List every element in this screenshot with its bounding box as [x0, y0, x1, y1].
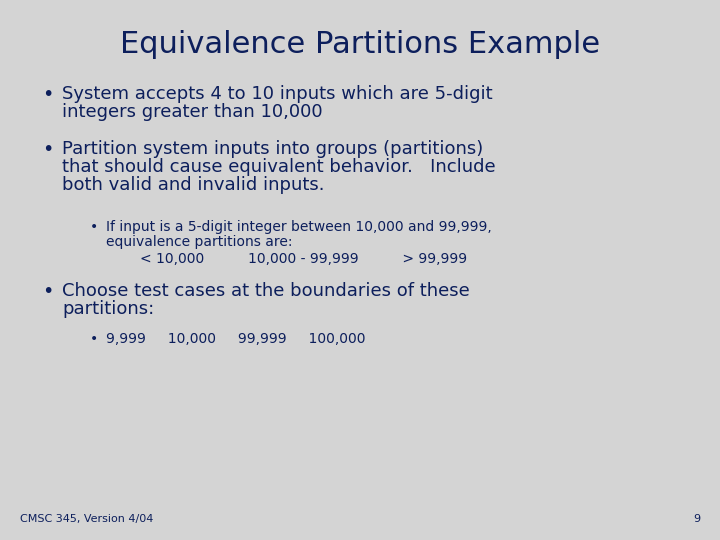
Text: 9,999     10,000     99,999     100,000: 9,999 10,000 99,999 100,000 — [106, 332, 366, 346]
Text: both valid and invalid inputs.: both valid and invalid inputs. — [62, 176, 325, 194]
Text: Choose test cases at the boundaries of these: Choose test cases at the boundaries of t… — [62, 282, 469, 300]
Text: 9: 9 — [693, 514, 700, 524]
Text: •: • — [42, 85, 53, 104]
Text: that should cause equivalent behavior.   Include: that should cause equivalent behavior. I… — [62, 158, 495, 176]
Text: •: • — [42, 282, 53, 301]
Text: If input is a 5-digit integer between 10,000 and 99,999,: If input is a 5-digit integer between 10… — [106, 220, 492, 234]
Text: •: • — [42, 140, 53, 159]
Text: CMSC 345, Version 4/04: CMSC 345, Version 4/04 — [20, 514, 153, 524]
Text: equivalence partitions are:: equivalence partitions are: — [106, 235, 292, 249]
Text: System accepts 4 to 10 inputs which are 5-digit: System accepts 4 to 10 inputs which are … — [62, 85, 492, 103]
Text: Equivalence Partitions Example: Equivalence Partitions Example — [120, 30, 600, 59]
Text: integers greater than 10,000: integers greater than 10,000 — [62, 103, 323, 121]
Text: •: • — [90, 332, 98, 346]
Text: partitions:: partitions: — [62, 300, 154, 318]
Text: •: • — [90, 220, 98, 234]
Text: < 10,000          10,000 - 99,999          > 99,999: < 10,000 10,000 - 99,999 > 99,999 — [140, 252, 467, 266]
Text: Partition system inputs into groups (partitions): Partition system inputs into groups (par… — [62, 140, 483, 158]
